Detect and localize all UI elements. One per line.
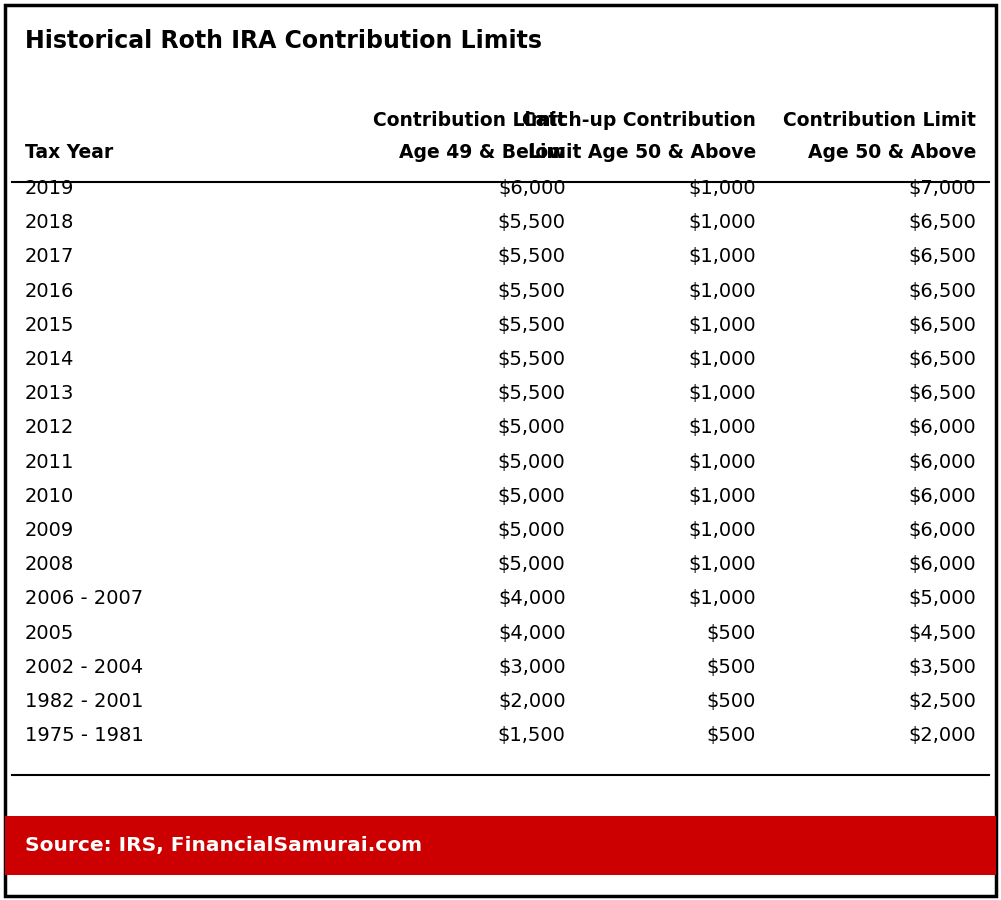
Text: $1,000: $1,000	[688, 350, 756, 369]
Text: $6,000: $6,000	[908, 418, 976, 437]
Text: $5,000: $5,000	[497, 555, 566, 574]
Text: $1,000: $1,000	[688, 453, 756, 472]
Text: $3,500: $3,500	[908, 658, 976, 677]
Text: $1,000: $1,000	[688, 248, 756, 266]
Text: 2018: 2018	[25, 213, 74, 232]
Text: $1,000: $1,000	[688, 418, 756, 437]
Text: 2019: 2019	[25, 179, 74, 198]
Text: $1,000: $1,000	[688, 590, 756, 608]
Text: 2008: 2008	[25, 555, 74, 574]
Text: Limit Age 50 & Above: Limit Age 50 & Above	[528, 143, 756, 162]
Text: $4,000: $4,000	[497, 624, 566, 643]
Text: $2,000: $2,000	[908, 726, 976, 745]
Text: 2013: 2013	[25, 384, 74, 403]
Text: Age 50 & Above: Age 50 & Above	[808, 143, 976, 162]
Text: $2,500: $2,500	[908, 692, 976, 711]
Text: $5,500: $5,500	[497, 316, 566, 335]
Text: 1982 - 2001: 1982 - 2001	[25, 692, 143, 711]
Text: $500: $500	[707, 658, 756, 677]
Text: Contribution Limit: Contribution Limit	[372, 112, 566, 130]
Text: $5,000: $5,000	[497, 418, 566, 437]
Text: 2016: 2016	[25, 282, 74, 301]
Text: $3,000: $3,000	[497, 658, 566, 677]
Text: 2012: 2012	[25, 418, 74, 437]
Text: $5,000: $5,000	[497, 453, 566, 472]
Text: $5,500: $5,500	[497, 248, 566, 266]
Text: $1,000: $1,000	[688, 213, 756, 232]
Text: Source: IRS, FinancialSamurai.com: Source: IRS, FinancialSamurai.com	[25, 836, 422, 855]
Text: Age 49 & Below: Age 49 & Below	[399, 143, 566, 162]
Text: $1,000: $1,000	[688, 316, 756, 335]
Text: $6,500: $6,500	[908, 282, 976, 301]
Text: $6,000: $6,000	[908, 453, 976, 472]
FancyBboxPatch shape	[5, 4, 996, 896]
Text: $5,500: $5,500	[497, 350, 566, 369]
Text: $6,500: $6,500	[908, 248, 976, 266]
Text: $6,500: $6,500	[908, 213, 976, 232]
Text: $5,500: $5,500	[497, 282, 566, 301]
Text: Contribution Limit: Contribution Limit	[783, 112, 976, 130]
Text: $4,000: $4,000	[497, 590, 566, 608]
Text: Catch-up Contribution: Catch-up Contribution	[522, 112, 756, 130]
Text: $1,000: $1,000	[688, 384, 756, 403]
Text: $1,000: $1,000	[688, 282, 756, 301]
Text: $500: $500	[707, 726, 756, 745]
Text: $6,500: $6,500	[908, 316, 976, 335]
Text: $5,000: $5,000	[908, 590, 976, 608]
FancyBboxPatch shape	[5, 816, 996, 875]
Text: 2011: 2011	[25, 453, 74, 472]
Text: 2002 - 2004: 2002 - 2004	[25, 658, 143, 677]
Text: 2006 - 2007: 2006 - 2007	[25, 590, 143, 608]
Text: $1,000: $1,000	[688, 521, 756, 540]
Text: $5,500: $5,500	[497, 384, 566, 403]
Text: $1,000: $1,000	[688, 555, 756, 574]
Text: $1,000: $1,000	[688, 487, 756, 506]
Text: Tax Year: Tax Year	[25, 143, 113, 162]
Text: $6,000: $6,000	[908, 555, 976, 574]
Text: 2014: 2014	[25, 350, 74, 369]
Text: 2017: 2017	[25, 248, 74, 266]
Text: $5,000: $5,000	[497, 487, 566, 506]
Text: 2005: 2005	[25, 624, 74, 643]
Text: $5,500: $5,500	[497, 213, 566, 232]
Text: $2,000: $2,000	[497, 692, 566, 711]
Text: $7,000: $7,000	[908, 179, 976, 198]
Text: $6,500: $6,500	[908, 350, 976, 369]
Text: Historical Roth IRA Contribution Limits: Historical Roth IRA Contribution Limits	[25, 29, 542, 53]
Text: 2009: 2009	[25, 521, 74, 540]
Text: 2010: 2010	[25, 487, 74, 506]
Text: $6,500: $6,500	[908, 384, 976, 403]
Text: $6,000: $6,000	[908, 487, 976, 506]
Text: 1975 - 1981: 1975 - 1981	[25, 726, 144, 745]
Text: 2015: 2015	[25, 316, 74, 335]
Text: $4,500: $4,500	[908, 624, 976, 643]
Text: $500: $500	[707, 692, 756, 711]
Text: $1,500: $1,500	[497, 726, 566, 745]
Text: $6,000: $6,000	[908, 521, 976, 540]
Text: $500: $500	[707, 624, 756, 643]
Text: $6,000: $6,000	[497, 179, 566, 198]
Text: $5,000: $5,000	[497, 521, 566, 540]
Text: $1,000: $1,000	[688, 179, 756, 198]
